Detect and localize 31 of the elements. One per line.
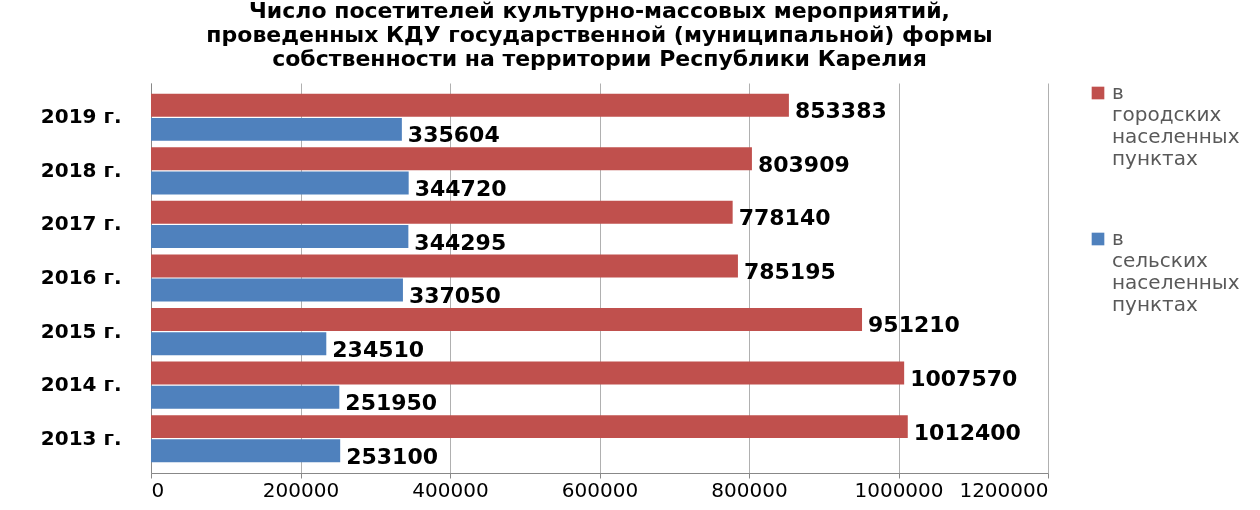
data-label: 803909 <box>757 151 850 177</box>
x-tick-label: 200000 <box>262 477 340 502</box>
data-label: 344720 <box>414 175 507 201</box>
data-label: 344295 <box>414 229 507 255</box>
y-tick-label: 2019 г. <box>40 104 122 129</box>
x-tick-label: 600000 <box>561 477 639 502</box>
legend-label: в городских населенных пунктах <box>1112 80 1240 170</box>
x-tick-label: 400000 <box>412 477 489 502</box>
data-label: 234510 <box>332 336 425 362</box>
data-label: 853383 <box>794 98 887 124</box>
y-tick-label: 2016 г. <box>40 265 122 289</box>
data-label: 253100 <box>346 443 439 469</box>
x-tick-label: 1000000 <box>854 477 944 502</box>
data-label: 337050 <box>408 283 501 309</box>
x-tick-label: 0 <box>151 477 165 502</box>
data-label: 335604 <box>407 122 500 148</box>
legend-label: в сельских населенных пунктах <box>1112 226 1240 316</box>
x-tick-label: 1200000 <box>959 477 1049 502</box>
y-tick-label: 2015 г. <box>40 318 122 343</box>
y-tick-label: 2018 г. <box>40 157 122 182</box>
y-tick-label: 2013 г. <box>40 425 122 450</box>
x-tick-label: 800000 <box>711 477 788 502</box>
data-label: 251950 <box>345 390 438 416</box>
data-label: 1007570 <box>910 366 1018 392</box>
data-label: 1012400 <box>913 419 1021 445</box>
y-tick-label: 2014 г. <box>40 372 122 397</box>
y-tick-label: 2017 г. <box>40 211 122 236</box>
data-label: 785195 <box>743 258 836 284</box>
data-label: 951210 <box>868 312 960 338</box>
chart-title: Число посетителей культурно-массовых мероприятий, проведенных КДУ государственной (муниципальной) формы собственности на территории Республики Карелия <box>206 0 993 71</box>
data-label: 778140 <box>738 205 831 231</box>
